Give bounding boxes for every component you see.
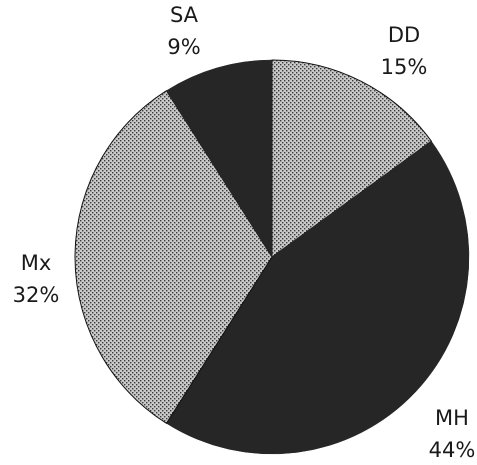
pie-slice-mh <box>166 140 470 455</box>
slice-label-mx: Mx <box>21 251 52 275</box>
slice-value-label-mx: 32% <box>13 283 60 307</box>
slice-label-dd: DD <box>388 23 420 47</box>
pie-slice-dd <box>271 59 433 258</box>
slice-label-mh: MH <box>435 406 469 430</box>
pie-slice-mx <box>74 89 273 425</box>
pie-slices <box>74 59 470 455</box>
slice-value-label-dd: 15% <box>381 55 428 79</box>
slice-value-label-mh: 44% <box>429 438 476 462</box>
slice-label-sa: SA <box>170 3 199 27</box>
pie-labels: DD 15% MH 44% Mx 32% SA 9% <box>13 3 476 462</box>
slice-value-label-sa: 9% <box>167 35 200 59</box>
pie-slice-sa <box>166 59 273 258</box>
